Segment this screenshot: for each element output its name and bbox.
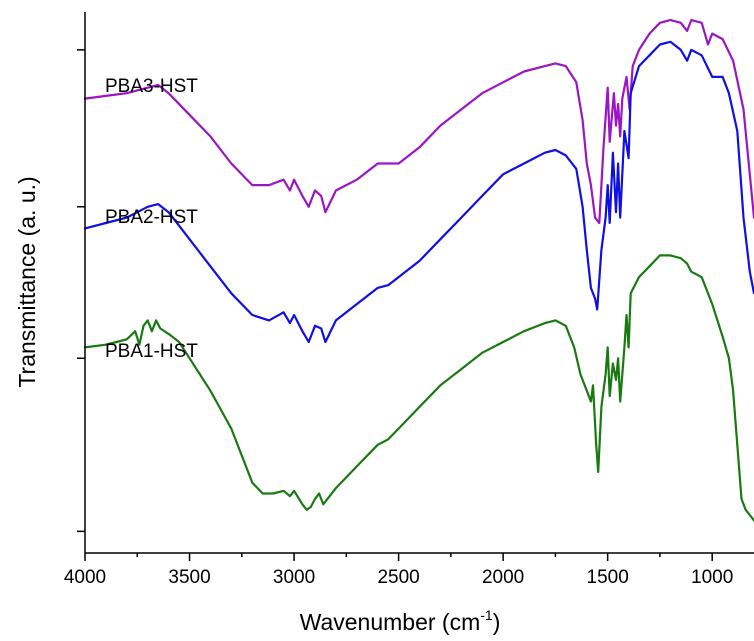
x-tick-label: 4000: [64, 567, 106, 588]
x-axis-title: Wavenumber (cm-1): [300, 607, 501, 635]
x-axis-title-superscript: -1: [480, 607, 493, 623]
y-axis-title: Transmittance (a. u.): [14, 176, 40, 387]
y-tick-layer: [77, 49, 85, 533]
x-tick-label: 1500: [587, 567, 629, 588]
x-axis-title-main: Wavenumber (cm: [300, 609, 481, 635]
series-line-pba3-hst: [83, 19, 754, 225]
x-tick-layer: 4000 3500 3000 2500 2000 1500 1000: [64, 553, 733, 588]
x-tick-label: 3500: [168, 567, 210, 588]
series-label-pba2-hst: PBA2-HST: [105, 207, 198, 228]
x-tick-label: 1000: [691, 567, 733, 588]
series-label-layer: PBA3-HST PBA2-HST PBA1-HST: [105, 76, 198, 362]
series-line-pba2-hst: [83, 40, 754, 344]
series-line-pba1-hst: [83, 254, 754, 522]
x-tick-label: 2000: [482, 567, 524, 588]
x-tick-label: 2500: [377, 567, 419, 588]
series-label-pba3-hst: PBA3-HST: [105, 76, 198, 97]
x-axis-title-end: ): [493, 609, 501, 635]
series-layer: [83, 19, 754, 522]
x-tick-label: 3000: [273, 567, 315, 588]
series-label-pba1-hst: PBA1-HST: [105, 341, 198, 362]
